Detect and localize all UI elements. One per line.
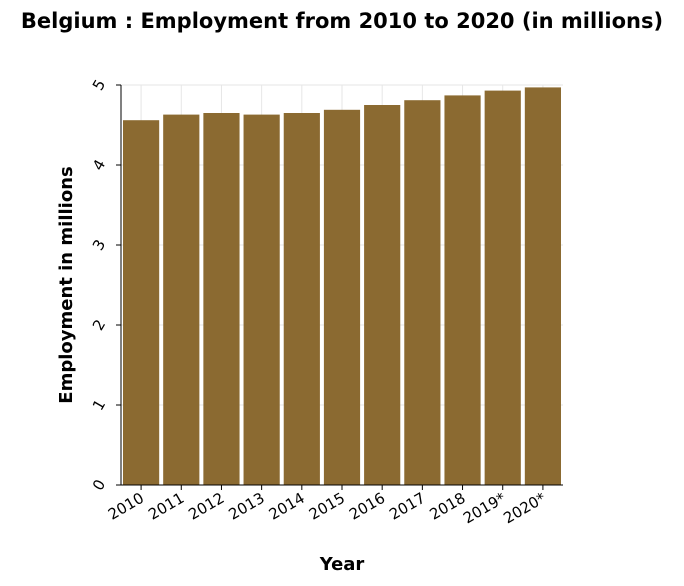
y-tick-label: 0 <box>89 476 109 493</box>
x-tick-label: 2011 <box>145 489 187 524</box>
x-tick-label: 2013 <box>226 489 268 524</box>
x-tick-label: 2020* <box>500 489 549 528</box>
bar <box>163 114 200 485</box>
bar <box>404 100 441 485</box>
y-tick-label: 3 <box>89 236 109 253</box>
bar <box>364 105 401 485</box>
bar <box>524 87 561 486</box>
axes <box>116 84 563 490</box>
chart-title: Belgium : Employment from 2010 to 2020 (… <box>20 9 664 33</box>
y-tick-label: 5 <box>89 76 109 93</box>
x-tick-label: 2016 <box>346 489 388 524</box>
bar <box>123 120 160 485</box>
bars <box>123 87 561 486</box>
y-tick-label: 2 <box>89 316 109 333</box>
x-tick-label: 2015 <box>306 489 348 524</box>
y-axis-title: Employment in millions <box>56 166 77 403</box>
y-tick-label: 1 <box>89 396 109 413</box>
bar <box>484 90 521 485</box>
bar <box>283 113 320 485</box>
bar <box>444 95 481 486</box>
x-tick-label: 2018 <box>426 489 468 524</box>
y-tick-label: 4 <box>89 156 109 173</box>
bar <box>203 113 240 485</box>
x-tick-label: 2012 <box>185 489 227 524</box>
x-axis-title: Year <box>319 554 365 575</box>
x-tick-label: 2014 <box>266 489 308 524</box>
x-tick-label: 2017 <box>386 489 428 524</box>
x-tick-label: 2010 <box>105 489 147 524</box>
bar <box>243 114 280 485</box>
x-tick-label: 2019* <box>460 489 509 528</box>
bar <box>323 109 361 486</box>
